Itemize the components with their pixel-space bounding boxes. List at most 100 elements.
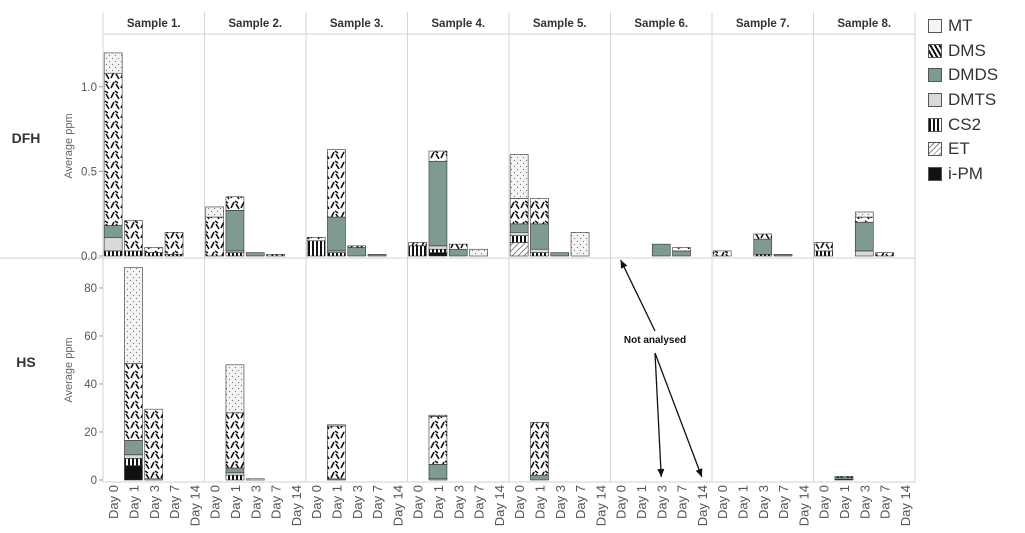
bar-segment-dms: [408, 242, 427, 247]
x-tick-label: Day 3: [756, 485, 771, 519]
bar-segment-dms: [509, 198, 529, 225]
x-tick-label: Day 0: [411, 485, 426, 519]
bar-segment-cs2: [327, 252, 346, 257]
bar-segment-dms: [103, 72, 123, 226]
bar-segment-et: [509, 242, 529, 257]
legend-item-cs2: CS2: [928, 112, 998, 137]
bar-segment-dms: [712, 250, 732, 257]
bar-segment-dms: [814, 242, 833, 252]
x-tick-label: Day 1: [126, 485, 141, 519]
bar-segment-cs2: [124, 250, 143, 257]
x-tick-label: Day 1: [431, 485, 446, 519]
bar-segment-cs2: [225, 474, 245, 481]
x-tick-label: Day 7: [167, 485, 182, 519]
bar-segment-cs2: [225, 252, 245, 257]
y-tick-label: 20: [84, 427, 97, 439]
legend-swatch-cs2: [928, 117, 942, 132]
sample-label: Sample 7.: [736, 18, 790, 30]
y-tick-label: 1.0: [81, 82, 97, 94]
annotation-text: Not analysed: [624, 335, 686, 346]
legend-label-et: ET: [948, 139, 970, 159]
bar-segment-cs2: [509, 235, 529, 243]
bar-segment-dms: [327, 149, 346, 218]
bar-segment-mt: [124, 267, 143, 364]
bar-segment-dmds: [550, 252, 570, 257]
sample-label: Sample 6.: [634, 18, 688, 30]
bar-segment-dmts: [124, 454, 143, 459]
bar-segment-dms: [124, 220, 143, 252]
bar-segment-dms: [428, 416, 448, 465]
x-tick-label: Day 0: [715, 485, 730, 519]
legend-item-mt: MT: [928, 14, 998, 39]
bar-segment-dms: [530, 422, 549, 476]
bar-marks: [103, 52, 894, 481]
y-tick-label: 0: [91, 475, 97, 487]
bar-segment-dmds: [530, 223, 549, 250]
legend: MT DMS DMDS DMTS CS2 ET i-PM: [928, 14, 998, 186]
bar-segment-dms: [245, 478, 265, 481]
legend-item-i-pm: i-PM: [928, 162, 998, 187]
legend-label-cs2: CS2: [948, 114, 982, 134]
bar-segment-cs2: [814, 250, 833, 257]
annotation: Not analysed: [620, 259, 703, 478]
annotation-arrowhead: [620, 260, 628, 269]
legend-label-dmds: DMDS: [948, 65, 999, 85]
bar-segment-dmds: [428, 464, 448, 480]
y-tick-label: 40: [84, 379, 97, 391]
bar-segment-cs2: [103, 250, 123, 257]
y-tick-label: 80: [84, 283, 97, 295]
sample-label: Sample 1.: [127, 18, 181, 30]
bar-segment-cs2: [124, 458, 143, 466]
bar-segment-dmds: [854, 221, 874, 252]
bar-segment-mt: [509, 154, 529, 199]
y-tick-label: 60: [84, 331, 97, 343]
bar-segment-dmds: [103, 225, 123, 238]
legend-swatch-mt: [928, 19, 942, 34]
legend-label-mt: MT: [948, 16, 973, 36]
x-tick-label: Day 14: [593, 485, 608, 526]
bar-segment-dms: [144, 408, 164, 480]
x-tick-label: Day 1: [228, 485, 243, 519]
bar-segment-mt: [469, 248, 488, 257]
bar-segment-dmds: [245, 252, 265, 257]
bar-segment-dms: [225, 412, 245, 469]
x-tick-label: Day 14: [796, 485, 811, 526]
bar-segment-mt: [327, 424, 346, 427]
x-tick-label: Day 1: [329, 485, 344, 519]
legend-label-i-pm: i-PM: [948, 163, 983, 183]
legend-item-dmds: DMDS: [928, 63, 998, 88]
bar-segment-dms: [266, 254, 285, 257]
x-tick-label: Day 7: [269, 485, 284, 519]
x-tick-label: Day 14: [187, 485, 202, 526]
sample-label: Sample 3.: [330, 18, 384, 30]
annotation-arrowhead: [695, 468, 703, 477]
x-tick-label: Day 14: [390, 485, 405, 526]
x-tick-label: Day 7: [878, 485, 893, 519]
bar-segment-dmds: [367, 254, 387, 257]
bar-segment-dms: [530, 198, 549, 225]
bar-segment-cs2: [144, 252, 164, 257]
bar-segment-dms: [834, 476, 854, 478]
sample-label: Sample 4.: [431, 18, 485, 30]
legend-item-dmts: DMTS: [928, 88, 998, 113]
legend-swatch-dmts: [928, 93, 942, 108]
bar-segment-dmts: [530, 248, 549, 253]
sample-label: Sample 2.: [228, 18, 282, 30]
legend-item-et: ET: [928, 137, 998, 162]
x-tick-label: Day 7: [776, 485, 791, 519]
bar-segment-dmts: [103, 237, 123, 252]
bar-segment-dmds: [225, 467, 245, 474]
bar-segment-mt: [570, 232, 590, 257]
x-tick-label: Day 3: [147, 485, 162, 519]
x-tick-label: Day 7: [573, 485, 588, 519]
bar-segment-dmts: [854, 250, 874, 257]
x-tick-label: Day 3: [654, 485, 669, 519]
bar-segment-dmds: [428, 160, 448, 247]
bar-segment-cs2: [408, 245, 427, 257]
bar-segment-dmts: [509, 232, 529, 236]
row-label: HS: [16, 354, 35, 370]
bar-segment-cs2: [428, 248, 448, 253]
bar-segment-dms: [205, 216, 224, 257]
x-tick-label: Day 1: [634, 485, 649, 519]
